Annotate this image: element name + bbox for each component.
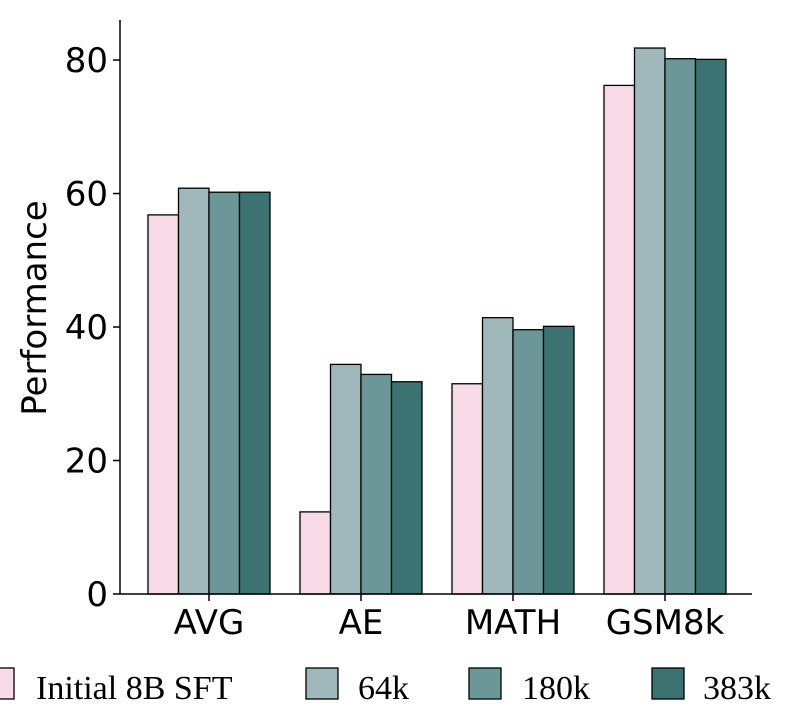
bar — [299, 511, 332, 595]
legend-label: Initial 8B SFT — [36, 670, 233, 707]
bar — [633, 47, 666, 595]
bar — [512, 329, 545, 595]
bar — [542, 325, 575, 595]
legend-swatch — [305, 667, 339, 700]
bar — [603, 84, 636, 595]
bar — [694, 58, 727, 595]
x-tick-label: AE — [339, 603, 384, 643]
y-tick-label: 60 — [65, 175, 108, 215]
y-tick-label: 20 — [65, 442, 108, 482]
bars — [147, 47, 727, 595]
y-tick-label: 40 — [65, 308, 108, 348]
x-tick-label: AVG — [174, 603, 245, 643]
bar — [390, 381, 423, 595]
bar — [451, 383, 484, 595]
bar — [664, 58, 697, 595]
bar — [177, 187, 210, 595]
legend: Initial 8B SFT 64k 180k 383k — [0, 667, 771, 707]
legend-swatch — [0, 667, 15, 700]
y-axis-label: Performance — [15, 200, 55, 415]
y-tick-label: 80 — [65, 41, 108, 81]
y-tick-label: 0 — [86, 575, 108, 615]
x-tick-label: GSM8k — [606, 603, 725, 643]
bar — [329, 363, 362, 595]
bar — [238, 191, 271, 595]
legend-label: 180k — [522, 670, 590, 707]
bar — [147, 214, 180, 595]
legend-swatch — [651, 667, 685, 700]
legend-swatch — [468, 667, 502, 700]
legend-label: 383k — [703, 670, 771, 707]
bar — [208, 191, 241, 595]
bar — [360, 373, 393, 595]
x-axis-ticks: AVG AE MATH GSM8k — [174, 594, 725, 643]
bar — [481, 317, 514, 595]
x-tick-label: MATH — [465, 603, 561, 643]
legend-label: 64k — [358, 670, 409, 707]
y-axis-ticks: 0 20 40 60 80 — [65, 41, 120, 615]
